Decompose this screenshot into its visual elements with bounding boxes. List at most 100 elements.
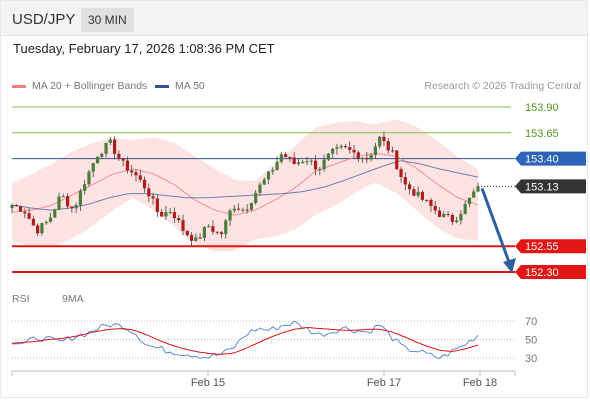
timeframe-button[interactable]: 30 MIN — [81, 8, 134, 32]
candle-down — [215, 231, 219, 233]
candle-down — [352, 149, 356, 153]
candle-up — [224, 220, 228, 235]
candle-down — [181, 220, 185, 231]
candle-up — [10, 205, 14, 209]
symbol-label: USD/JPY — [12, 11, 76, 28]
legend-bb: MA 20 + Bollinger Bands — [12, 80, 147, 92]
candle-down — [356, 152, 360, 159]
candle-up — [318, 169, 322, 171]
candle-up — [373, 146, 377, 156]
candle-up — [331, 148, 335, 154]
forecast-arrow — [480, 187, 511, 263]
x-tick-label: Feb 18 — [463, 377, 497, 389]
candle-down — [36, 225, 40, 234]
candle-up — [442, 213, 446, 217]
candle-up — [476, 186, 480, 192]
candle-down — [284, 154, 288, 158]
candle-down — [390, 150, 395, 152]
candle-down — [125, 160, 130, 171]
candle-down — [65, 196, 70, 207]
candle-down — [189, 235, 194, 241]
candle-down — [121, 158, 125, 161]
candle-down — [31, 218, 35, 226]
candle-up — [271, 169, 275, 172]
resistance-label: 153.65 — [525, 128, 559, 140]
rsi-line — [11, 320, 479, 359]
candle-down — [412, 189, 416, 196]
legend-rsi: RSI — [12, 293, 30, 305]
legend-9ma-label: 9MA — [62, 293, 84, 305]
bollinger-band — [12, 119, 478, 252]
chart-header: USD/JPY 30 MIN — [0, 0, 588, 36]
candle-up — [416, 191, 420, 196]
candle-down — [142, 179, 147, 189]
candle-down — [155, 198, 159, 212]
candle-up — [369, 155, 373, 160]
candle-up — [87, 171, 91, 185]
candle-up — [467, 197, 472, 204]
candle-down — [386, 141, 390, 151]
candle-down — [446, 213, 450, 215]
candle-down — [172, 212, 177, 219]
candle-up — [228, 210, 232, 221]
candle-down — [160, 211, 164, 217]
datetime-label: Tuesday, February 17, 2026 1:08:36 PM CE… — [13, 41, 275, 56]
resistance-label: 153.90 — [525, 102, 559, 114]
candle-up — [83, 184, 87, 191]
candle-down — [403, 176, 407, 185]
rsi-level-label: 70 — [525, 316, 537, 328]
candle-down — [14, 205, 18, 207]
candle-down — [147, 188, 151, 197]
candle-down — [429, 200, 433, 206]
x-tick-label: Feb 17 — [367, 377, 401, 389]
candle-down — [395, 150, 399, 170]
candle-up — [254, 192, 258, 204]
candle-down — [399, 169, 403, 177]
candle-up — [91, 163, 95, 172]
candle-down — [130, 170, 134, 173]
legend-ma50-label: MA 50 — [175, 80, 205, 92]
candle-down — [177, 218, 181, 221]
candle-up — [207, 226, 211, 228]
candle-up — [164, 212, 168, 217]
candle-up — [74, 205, 78, 209]
rsi-ma-line — [11, 326, 479, 355]
candle-down — [117, 153, 121, 159]
candle-up — [472, 191, 476, 198]
support-label: 152.55 — [525, 241, 559, 253]
legend-bb-label: MA 20 + Bollinger Bands — [32, 80, 148, 92]
candle-down — [365, 157, 369, 160]
candle-up — [232, 208, 236, 211]
candle-up — [378, 136, 382, 147]
candle-down — [198, 237, 202, 239]
support-tag — [515, 265, 586, 279]
candle-up — [275, 161, 279, 170]
candle-down — [288, 157, 292, 159]
candle-down — [185, 230, 189, 236]
candle-up — [455, 220, 459, 222]
candle-up — [360, 157, 365, 159]
candle-up — [258, 184, 262, 193]
candle-up — [262, 179, 266, 185]
candle-up — [241, 209, 245, 211]
candle-down — [407, 184, 412, 190]
candle-up — [301, 162, 305, 164]
support-label: 152.30 — [525, 267, 559, 279]
candle-up — [305, 161, 309, 163]
candle-down — [245, 209, 249, 211]
forecast-arrow-head — [503, 258, 516, 273]
candle-up — [61, 196, 65, 198]
candle-up — [309, 160, 313, 162]
rsi-level-label: 50 — [525, 335, 537, 347]
candle-up — [78, 190, 83, 206]
candle-up — [108, 139, 112, 143]
candle-up — [266, 171, 271, 180]
candle-up — [194, 237, 198, 241]
legend-ma50: MA 50 — [155, 80, 205, 92]
candle-up — [44, 221, 48, 224]
pivot-tag — [515, 151, 586, 166]
candle-down — [23, 211, 27, 214]
candle-down — [382, 136, 386, 142]
support-tag — [515, 239, 586, 254]
